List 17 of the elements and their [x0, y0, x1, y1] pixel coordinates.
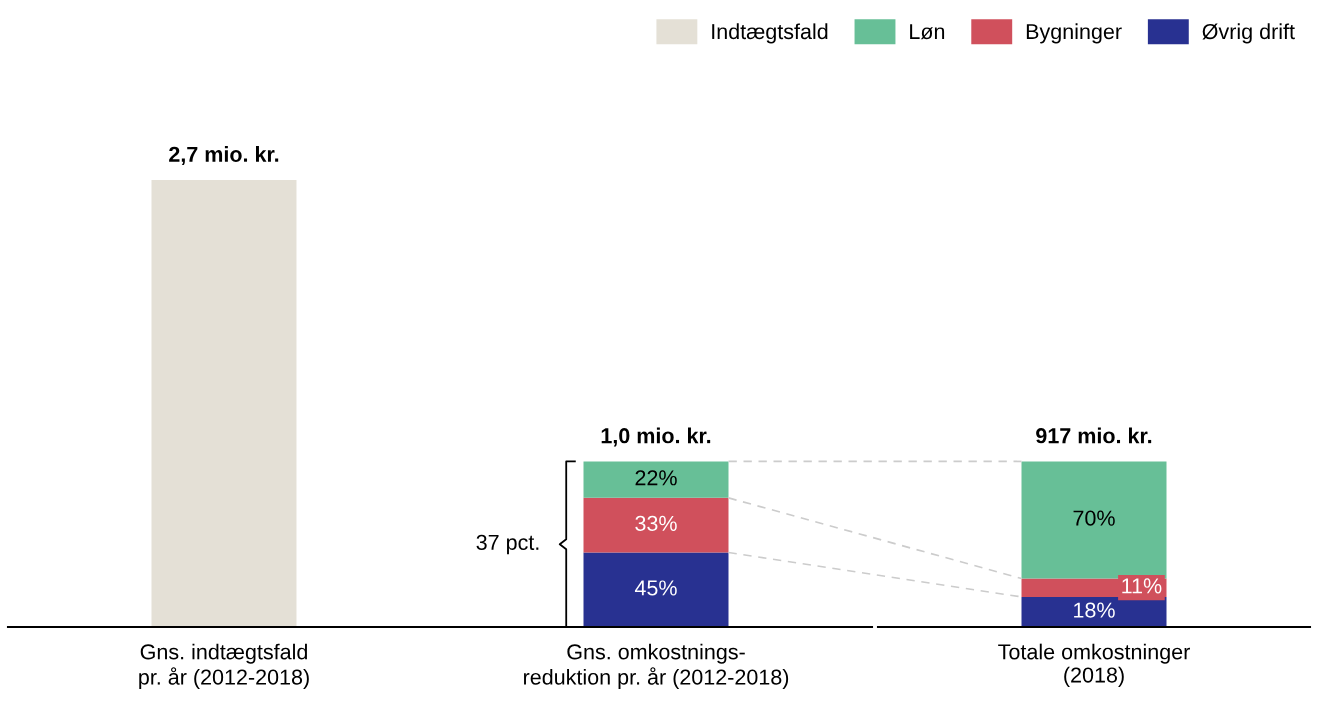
data-label: 45% — [634, 580, 677, 596]
legend-label: Øvrig drift — [1202, 23, 1295, 44]
data-label: 18% — [1074, 602, 1115, 618]
x-tick-label: Gns. indtægtsfald pr. år (2012-2018) — [139, 643, 309, 690]
data-label: 22% — [635, 470, 677, 486]
legend-label: Bygninger — [1026, 23, 1122, 44]
legend-label: Indtægtsfald — [712, 23, 828, 44]
data-label: 70% — [1073, 510, 1115, 526]
x-tick-label: Totale omkostninger (2018) — [998, 643, 1190, 687]
total-label: 2,7 mio. kr. — [169, 146, 279, 166]
data-label: 33% — [635, 515, 677, 531]
total-label: 1,0 mio. kr. — [601, 427, 711, 447]
legend-label: Løn — [910, 24, 945, 40]
x-tick-label: Gns. omkostnings- reduktion pr. år (2012-2018) — [524, 643, 789, 690]
annotation: 37 pct. — [476, 534, 539, 555]
annotation: 917 mio. kr. — [1036, 427, 1152, 444]
data-label: 11% — [1122, 578, 1162, 594]
